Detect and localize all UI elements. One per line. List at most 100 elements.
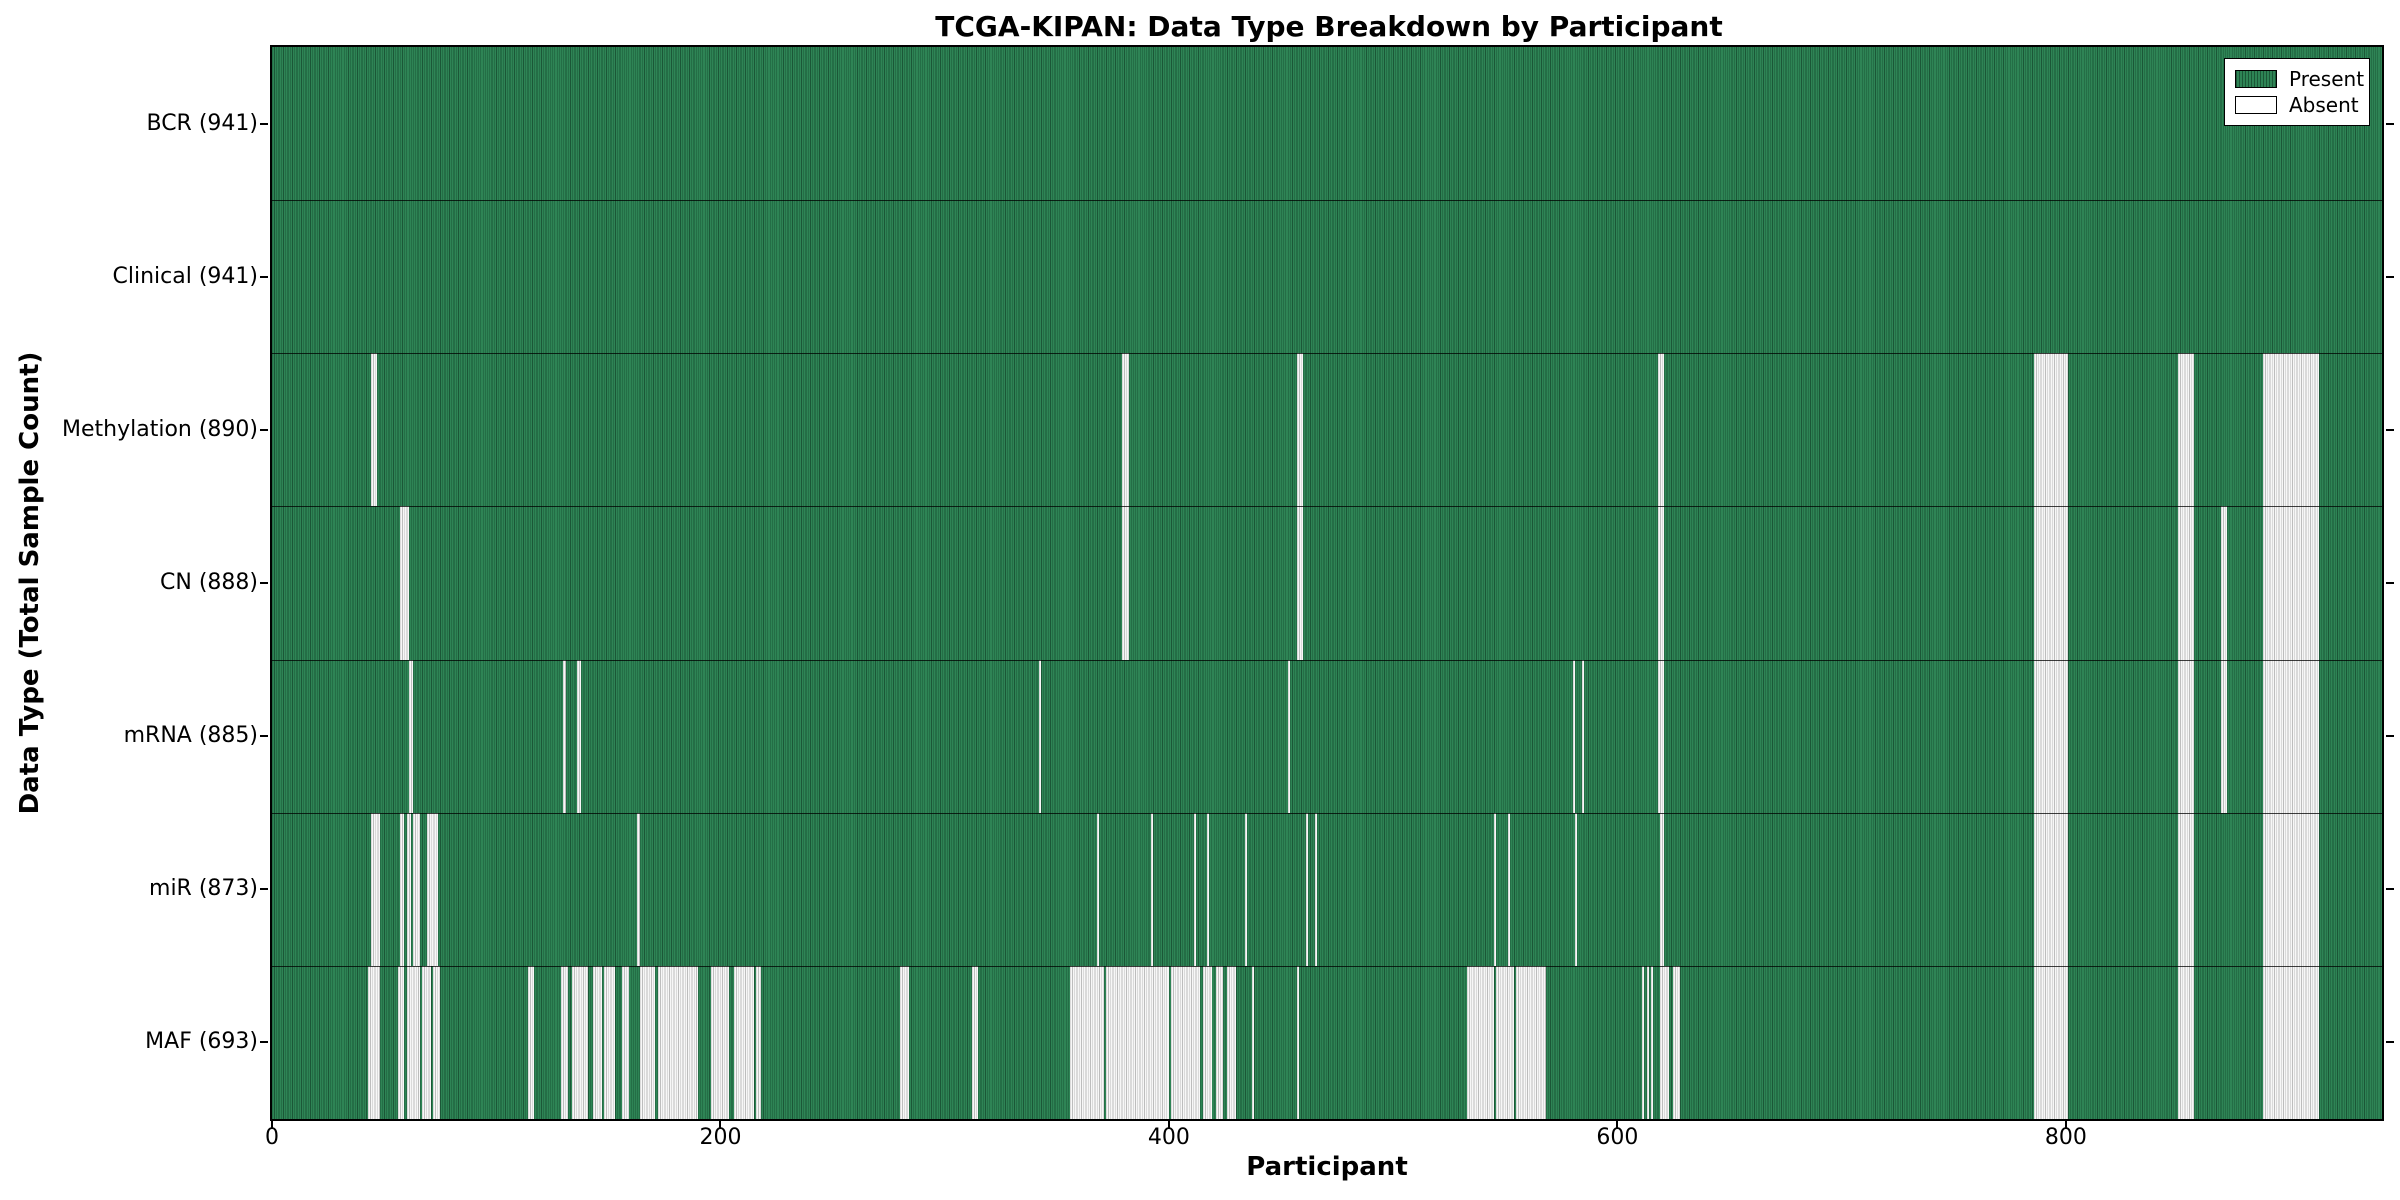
absent-band (1202, 965, 1212, 1119)
absent-band (637, 812, 640, 966)
absent-band (561, 965, 568, 1119)
plot-area: Present Absent (270, 45, 2384, 1121)
absent-band (2034, 965, 2069, 1119)
x-tick-mark (2064, 1121, 2067, 1129)
y-tick-mark-left (260, 275, 268, 278)
heatmap-canvas (272, 47, 2382, 1119)
row-separator (272, 659, 2382, 661)
y-tick-label-mir-873: miR (873) (149, 876, 258, 902)
absent-band (657, 965, 699, 1119)
absent-band (2220, 506, 2228, 660)
absent-band (1305, 812, 1308, 966)
y-tick-label-bcr-941: BCR (941) (146, 110, 258, 136)
row-separator (272, 812, 2382, 814)
absent-band (1287, 659, 1290, 813)
absent-band (433, 965, 441, 1119)
absent-band (2263, 353, 2320, 507)
absent-band (1245, 812, 1248, 966)
y-tick-mark-left (260, 735, 268, 738)
absent-band (1642, 965, 1645, 1119)
absent-band (1507, 812, 1510, 966)
x-tick-label-0: 0 (265, 1125, 279, 1150)
absent-band (399, 506, 409, 660)
row-band-maf-693 (272, 965, 2382, 1119)
absent-band (426, 812, 438, 966)
absent-band (2034, 659, 2069, 813)
absent-band (2263, 812, 2320, 966)
absent-band (1207, 812, 1210, 966)
absent-band (370, 812, 380, 966)
absent-band (1296, 353, 1304, 507)
legend-item-present: Present (2235, 66, 2364, 92)
y-tick-mark-left (260, 582, 268, 584)
y-tick-mark-left (260, 1041, 268, 1044)
absent-band (2034, 353, 2069, 507)
y-tick-mark-right (2386, 888, 2394, 891)
absent-band (2220, 659, 2228, 813)
x-tick-label-200: 200 (699, 1125, 742, 1150)
row-separator (272, 506, 2382, 508)
absent-band (1171, 965, 1201, 1119)
absent-band (639, 965, 656, 1119)
absent-band (2263, 506, 2320, 660)
absent-band (2177, 812, 2194, 966)
absent-band (422, 965, 432, 1119)
row-separator (272, 353, 2382, 355)
absent-band (527, 965, 535, 1119)
y-tick-mark-left (260, 888, 268, 891)
absent-band (1121, 506, 1129, 660)
absent-band (408, 659, 414, 813)
absent-band (899, 965, 909, 1119)
absent-band (1097, 812, 1100, 966)
y-tick-mark-right (2386, 1041, 2394, 1044)
row-band-mrna-885 (272, 659, 2382, 813)
row-separator (272, 200, 2382, 202)
absent-band (572, 965, 589, 1119)
absent-band (1572, 659, 1575, 813)
absent-band (1106, 965, 1169, 1119)
absent-band (1657, 659, 1665, 813)
absent-band (1581, 659, 1584, 813)
absent-band (368, 965, 380, 1119)
absent-band (2177, 659, 2194, 813)
absent-band (576, 659, 582, 813)
legend-item-absent: Absent (2235, 92, 2359, 118)
y-tick-mark-left (260, 428, 268, 431)
absent-band (1150, 812, 1154, 966)
absent-band (1121, 353, 1129, 507)
absent-band (1496, 965, 1515, 1119)
absent-band (1657, 353, 1665, 507)
row-band-methylation-890 (272, 353, 2382, 507)
x-axis-title: Participant (1246, 1152, 1408, 1182)
y-tick-mark-right (2386, 582, 2394, 584)
absent-band (603, 965, 616, 1119)
absent-band (2177, 965, 2194, 1119)
absent-band (2034, 812, 2069, 966)
absent-band (399, 812, 405, 966)
row-band-clinical-941 (272, 200, 2382, 354)
present-swatch-icon (2235, 70, 2277, 88)
absent-band (1673, 965, 1681, 1119)
y-tick-label-maf-693: MAF (693) (145, 1029, 258, 1055)
absent-band (406, 965, 420, 1119)
row-separator (272, 965, 2382, 967)
absent-band (711, 965, 730, 1119)
x-tick-label-800: 800 (2044, 1125, 2087, 1150)
absent-band (1657, 506, 1665, 660)
chart-title: TCGA-KIPAN: Data Type Breakdown by Parti… (935, 10, 1723, 43)
absent-band (406, 812, 412, 966)
y-tick-label-methylation-890: Methylation (890) (62, 416, 258, 442)
absent-band (1659, 812, 1665, 966)
absent-band (1646, 965, 1649, 1119)
row-band-mir-873 (272, 812, 2382, 966)
absent-band (2034, 506, 2069, 660)
absent-band (413, 812, 420, 966)
absent-band (1314, 812, 1317, 966)
x-tick-mark (271, 1121, 273, 1129)
absent-band (1659, 965, 1669, 1119)
y-tick-label-clinical-941: Clinical (941) (112, 263, 258, 289)
absent-band (1651, 965, 1654, 1119)
x-tick-label-400: 400 (1147, 1125, 1190, 1150)
absent-band (592, 965, 602, 1119)
